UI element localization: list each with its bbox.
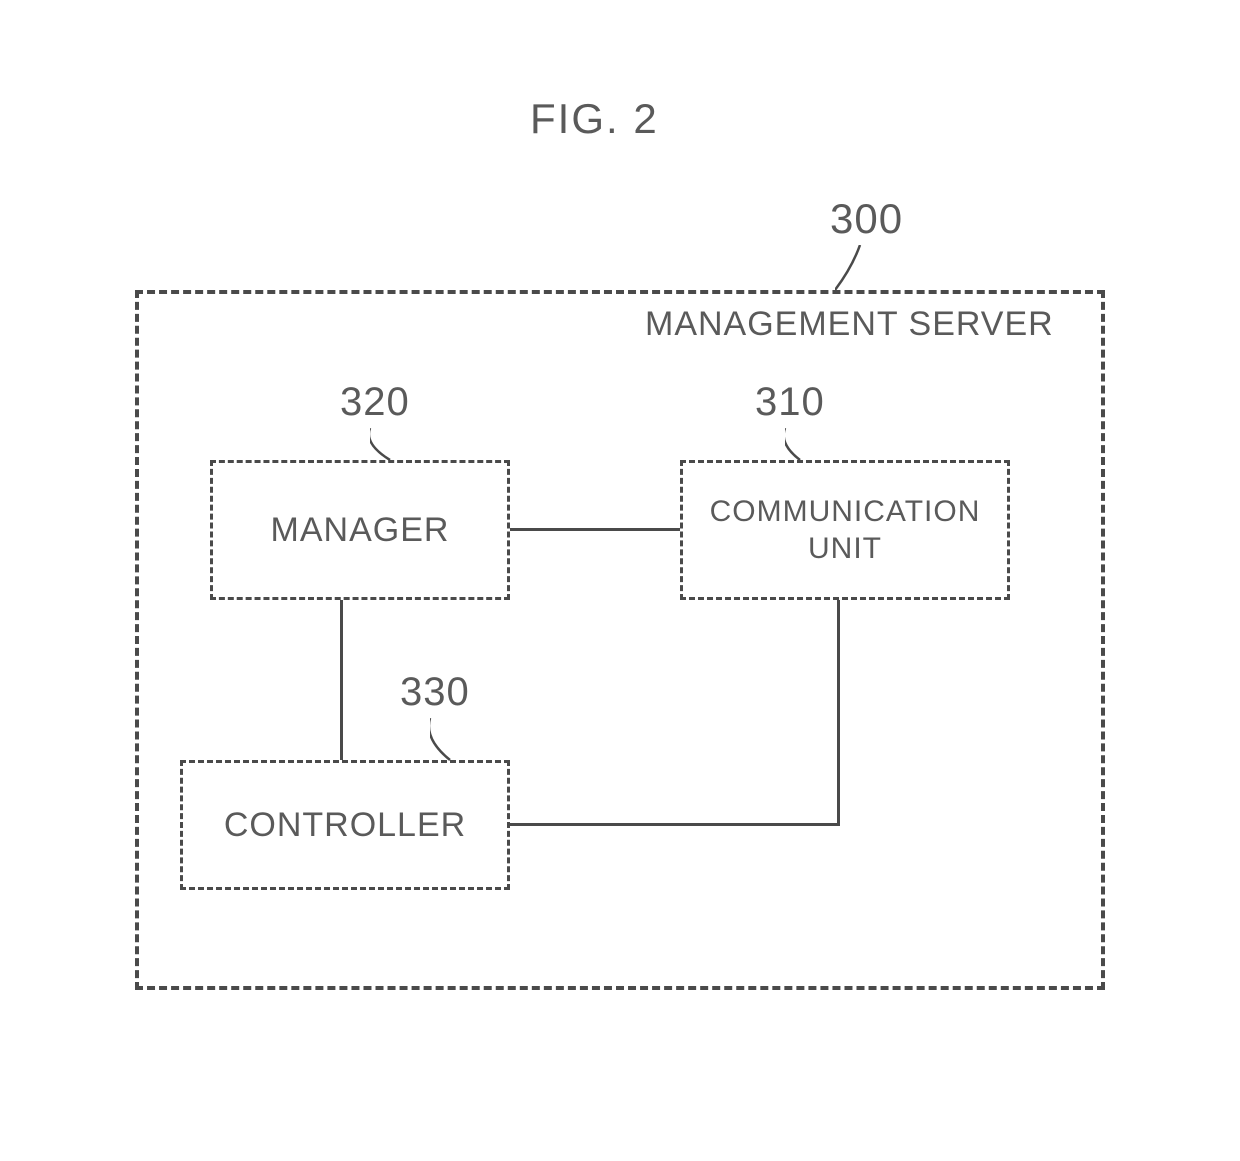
edge-controller-communication-unit-seg0: [510, 823, 840, 826]
edge-manager-communication-unit-seg0: [510, 528, 680, 531]
communication-unit-ref-number: 310: [755, 380, 825, 425]
manager-ref-number: 320: [340, 380, 410, 425]
manager-box: MANAGER: [210, 460, 510, 600]
controller-leader-line: [430, 718, 456, 766]
edge-controller-communication-unit-seg1: [837, 600, 840, 826]
controller-box: CONTROLLER: [180, 760, 510, 890]
controller-ref-number: 330: [400, 670, 470, 715]
figure-title: FIG. 2: [530, 95, 659, 143]
manager-label: MANAGER: [271, 509, 450, 552]
container-leader-line: [835, 245, 864, 294]
communication-unit-label: COMMUNICATIONUNIT: [710, 493, 981, 568]
management-server-label: MANAGEMENT SERVER: [645, 305, 1054, 344]
container-ref-number: 300: [830, 195, 903, 243]
controller-label: CONTROLLER: [224, 804, 466, 847]
communication-unit-box: COMMUNICATIONUNIT: [680, 460, 1010, 600]
edge-manager-controller-seg0: [340, 600, 343, 760]
